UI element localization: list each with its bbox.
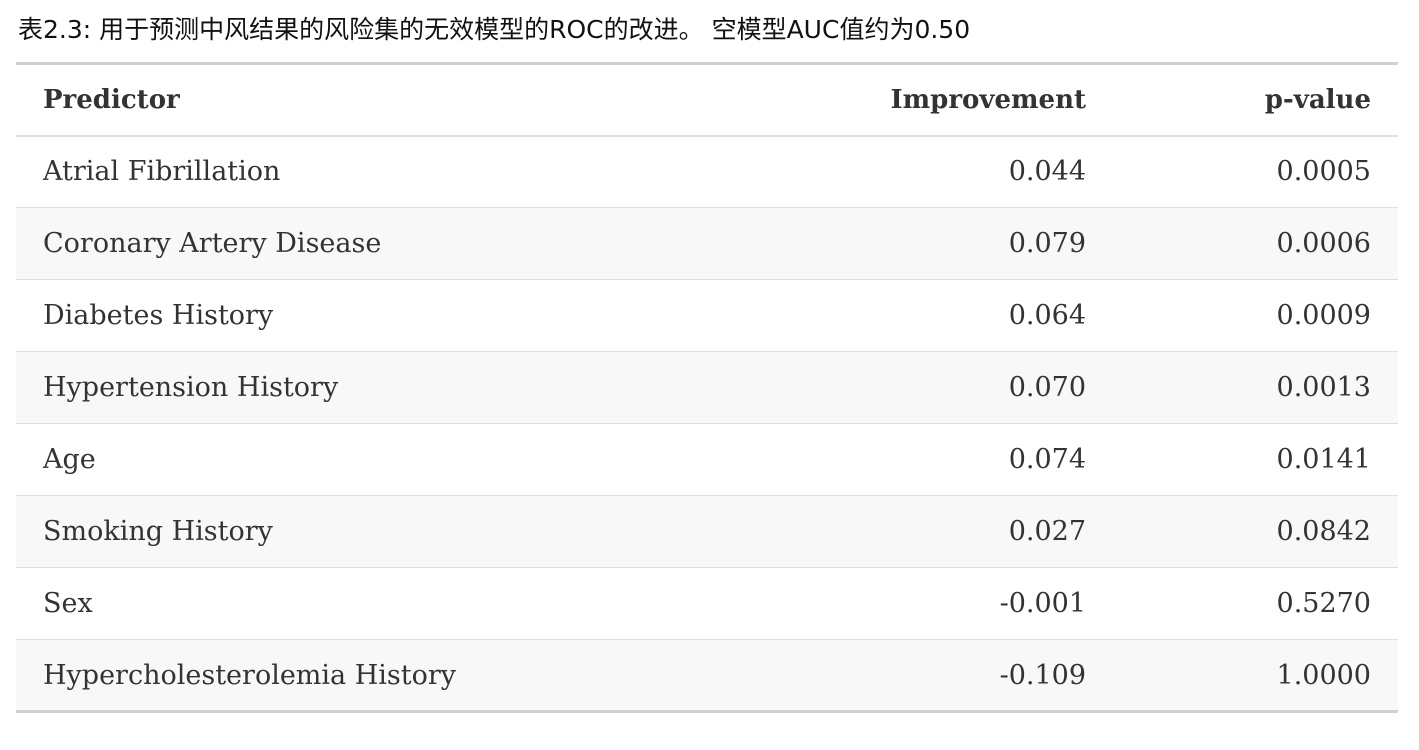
cell-predictor: Sex [16, 567, 756, 640]
cell-p-value: 0.0013 [1113, 351, 1398, 424]
table-row: Hypercholesterolemia History -0.109 1.00… [16, 639, 1398, 712]
table-row: Coronary Artery Disease 0.079 0.0006 [16, 207, 1398, 280]
table-row: Age 0.074 0.0141 [16, 423, 1398, 496]
cell-improvement: 0.070 [756, 351, 1113, 424]
table-row: Hypertension History 0.070 0.0013 [16, 351, 1398, 424]
cell-improvement: 0.074 [756, 423, 1113, 496]
cell-improvement: -0.109 [756, 639, 1113, 712]
column-header-improvement: Improvement [756, 63, 1113, 137]
cell-predictor: Hypertension History [16, 351, 756, 424]
cell-predictor: Hypercholesterolemia History [16, 639, 756, 712]
table-row: Diabetes History 0.064 0.0009 [16, 279, 1398, 352]
cell-p-value: 0.5270 [1113, 567, 1398, 640]
table-row: Atrial Fibrillation 0.044 0.0005 [16, 135, 1398, 208]
cell-p-value: 1.0000 [1113, 639, 1398, 712]
column-header-p-value: p-value [1113, 63, 1398, 137]
cell-p-value: 0.0009 [1113, 279, 1398, 352]
table-row: Sex -0.001 0.5270 [16, 567, 1398, 640]
results-table: Predictor Improvement p-value Atrial Fib… [16, 62, 1398, 713]
cell-improvement: 0.064 [756, 279, 1113, 352]
table-caption: 表2.3: 用于预测中风结果的风险集的无效模型的ROC的改进。 空模型AUC值约… [18, 15, 971, 44]
cell-p-value: 0.0141 [1113, 423, 1398, 496]
cell-p-value: 0.0842 [1113, 495, 1398, 568]
table-header-row: Predictor Improvement p-value [16, 63, 1398, 137]
cell-improvement: 0.079 [756, 207, 1113, 280]
cell-improvement: 0.044 [756, 135, 1113, 208]
cell-predictor: Coronary Artery Disease [16, 207, 756, 280]
cell-p-value: 0.0006 [1113, 207, 1398, 280]
cell-improvement: -0.001 [756, 567, 1113, 640]
cell-predictor: Smoking History [16, 495, 756, 568]
cell-improvement: 0.027 [756, 495, 1113, 568]
cell-predictor: Age [16, 423, 756, 496]
table-row: Smoking History 0.027 0.0842 [16, 495, 1398, 568]
cell-predictor: Diabetes History [16, 279, 756, 352]
cell-predictor: Atrial Fibrillation [16, 135, 756, 208]
results-table-container: Predictor Improvement p-value Atrial Fib… [16, 62, 1398, 713]
column-header-predictor: Predictor [16, 63, 756, 137]
cell-p-value: 0.0005 [1113, 135, 1398, 208]
